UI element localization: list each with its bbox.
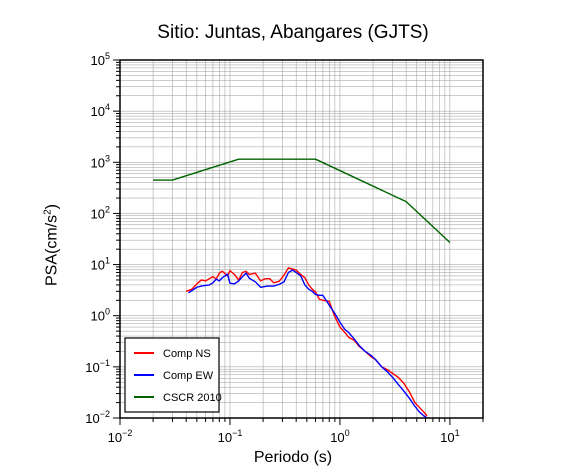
- y-tick-label: 105: [91, 51, 110, 68]
- legend: Comp NS Comp EW CSCR 2010: [124, 337, 222, 413]
- x-axis-label: Periodo (s): [253, 449, 333, 466]
- chart-title: Sitio: Juntas, Abangares (GJTS): [157, 22, 429, 43]
- y-tick-label: 101: [91, 256, 110, 273]
- x-tick-label: 10−2: [108, 428, 133, 445]
- legend-label: CSCR 2010: [163, 392, 222, 404]
- y-tick-label: 104: [91, 102, 110, 119]
- y-tick-label: 100: [91, 307, 110, 324]
- plot-area-border: [119, 59, 484, 419]
- legend-label: Comp EW: [163, 370, 214, 382]
- y-tick-label: 10−2: [85, 409, 110, 426]
- y-tick-label: 10−1: [85, 358, 110, 375]
- series-line-1: [188, 269, 428, 419]
- x-tick-label: 101: [440, 428, 459, 445]
- series-line-2: [153, 158, 451, 244]
- x-tick-label: 10−1: [218, 428, 243, 445]
- plot-frame: [119, 59, 484, 419]
- y-tick-label: 103: [91, 153, 110, 170]
- y-axis-label: PSA(cm/s2): [42, 203, 61, 287]
- series-lines: [153, 158, 451, 419]
- axis-ticks: [113, 59, 484, 425]
- legend-label: Comp NS: [163, 348, 211, 360]
- x-tick-label: 100: [330, 428, 349, 445]
- y-tick-label: 102: [91, 204, 110, 221]
- tick-labels: 10−2 10−1 100 101 10−2 10−1 100 101 102 103 104 105: [85, 51, 459, 445]
